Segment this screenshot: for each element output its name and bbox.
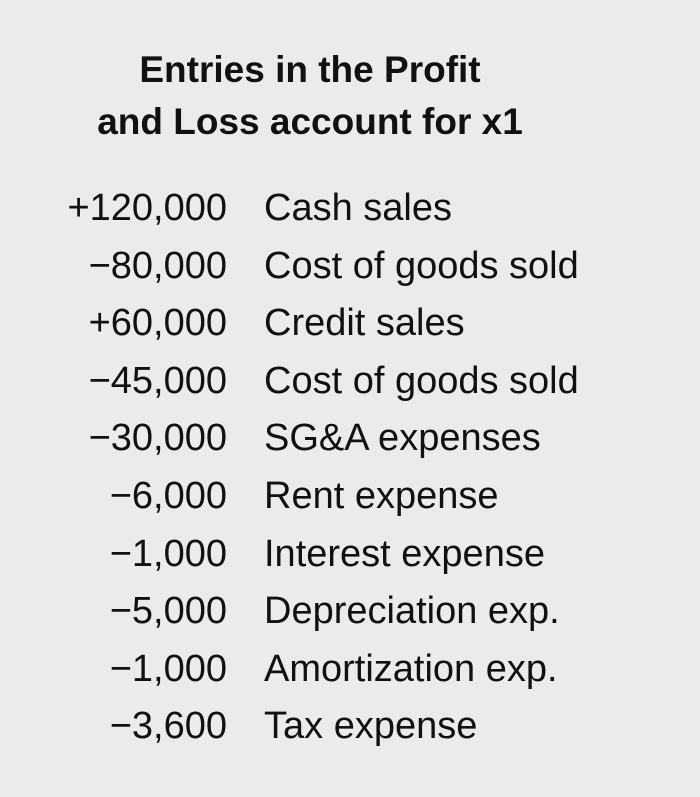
entries-list: +120,000 Cash sales −80,000 Cost of good… bbox=[0, 180, 700, 756]
entry-description: SG&A expenses bbox=[264, 417, 541, 460]
list-item: −45,000 Cost of goods sold bbox=[0, 353, 700, 411]
entry-description: Cost of goods sold bbox=[264, 244, 579, 287]
entry-amount: −6,000 bbox=[109, 474, 227, 517]
list-item: −30,000 SG&A expenses bbox=[0, 410, 700, 468]
entry-amount: −5,000 bbox=[109, 590, 227, 633]
entry-amount: −3,600 bbox=[109, 705, 227, 748]
entry-amount: +120,000 bbox=[67, 187, 227, 229]
entry-amount: −45,000 bbox=[88, 359, 227, 402]
list-item: −80,000 Cost of goods sold bbox=[0, 238, 700, 296]
list-item: +60,000 Credit sales bbox=[0, 295, 700, 353]
entry-description: Cost of goods sold bbox=[264, 359, 579, 402]
list-item: −1,000 Amortization exp. bbox=[0, 641, 700, 699]
title-line-1: Entries in the Profit bbox=[139, 49, 481, 90]
list-item: −6,000 Rent expense bbox=[0, 468, 700, 526]
entry-amount: −80,000 bbox=[88, 244, 227, 287]
entry-description: Cash sales bbox=[264, 187, 452, 229]
entry-description: Interest expense bbox=[264, 532, 545, 575]
list-item: −1,000 Interest expense bbox=[0, 526, 700, 584]
page-title: Entries in the Profit and Loss account f… bbox=[0, 44, 620, 148]
list-item: −3,600 Tax expense bbox=[0, 698, 700, 756]
entry-amount: +60,000 bbox=[88, 302, 227, 345]
entry-description: Amortization exp. bbox=[264, 647, 558, 690]
entry-description: Tax expense bbox=[264, 705, 478, 748]
title-line-2: and Loss account for x1 bbox=[97, 101, 523, 142]
list-item: +120,000 Cash sales bbox=[0, 180, 700, 238]
entry-amount: −1,000 bbox=[109, 647, 227, 690]
entry-description: Rent expense bbox=[264, 474, 499, 517]
entry-description: Depreciation exp. bbox=[264, 590, 560, 633]
entry-description: Credit sales bbox=[264, 302, 465, 345]
entry-amount: −30,000 bbox=[88, 417, 227, 460]
entry-amount: −1,000 bbox=[109, 532, 227, 575]
list-item: −5,000 Depreciation exp. bbox=[0, 583, 700, 641]
